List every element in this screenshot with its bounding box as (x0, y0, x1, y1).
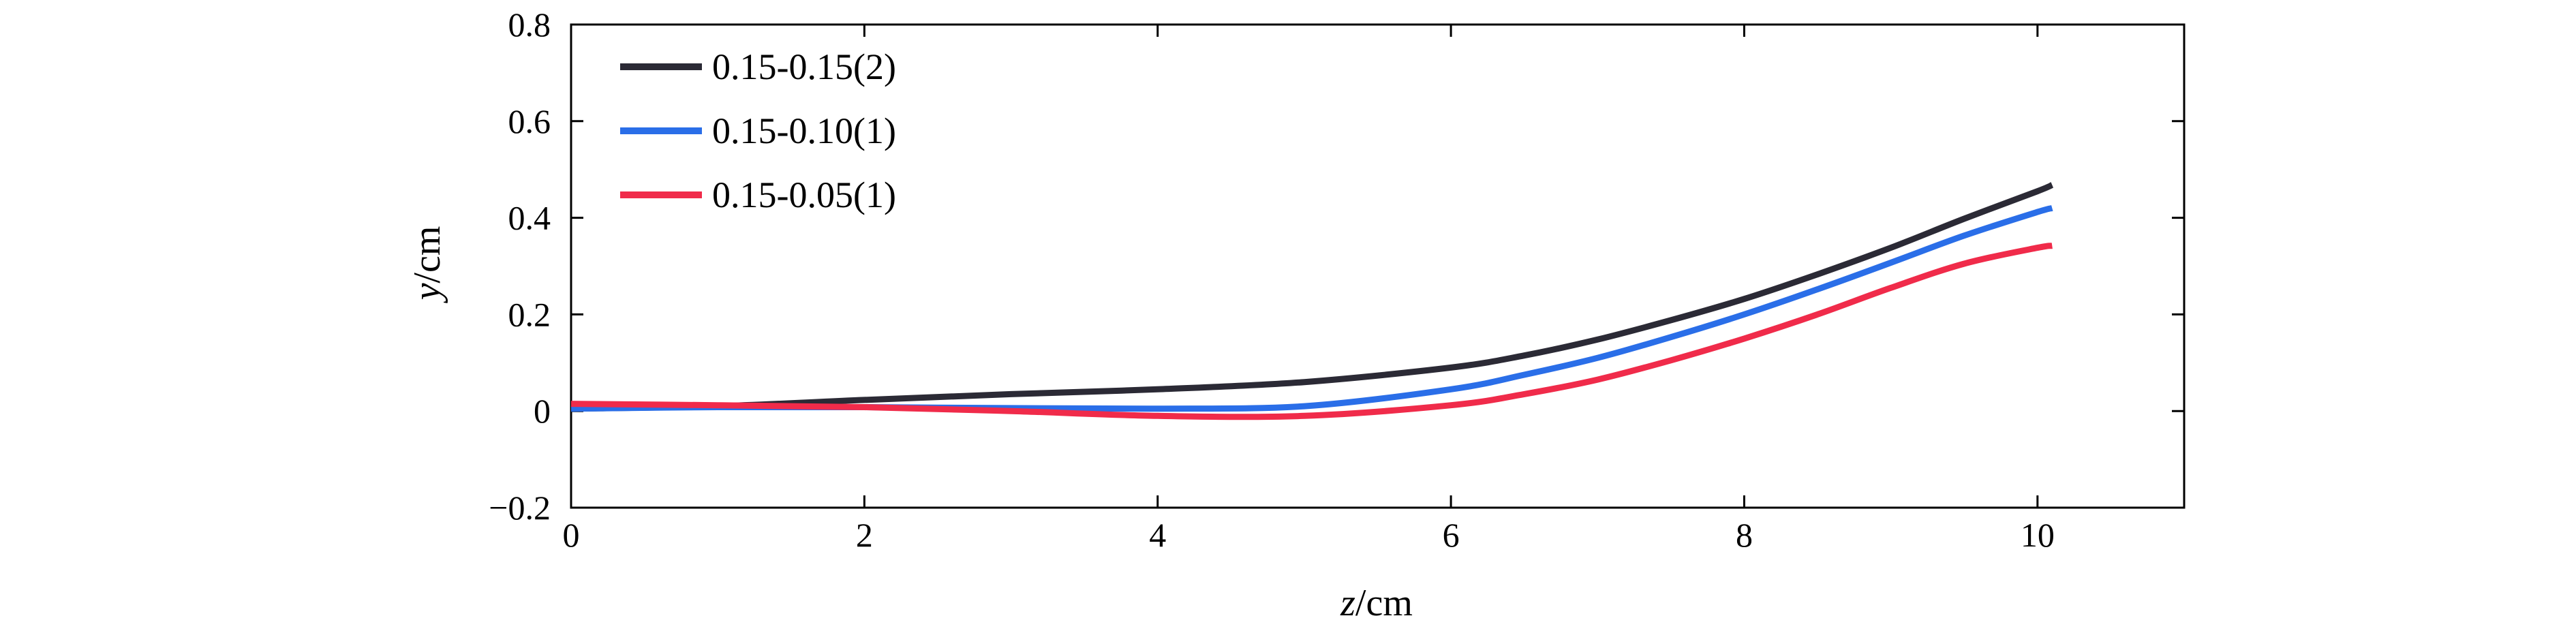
x-tick-label: 4 (1149, 516, 1166, 554)
x-tick-label: 2 (856, 516, 873, 554)
legend-label-2: 0.15-0.10(1) (712, 110, 896, 151)
x-tick-label: 0 (563, 516, 580, 554)
y-tick-label: 0.2 (508, 295, 551, 333)
y-tick-label: 0.4 (508, 199, 551, 237)
series-line-3 (570, 243, 2053, 420)
x-tick-label: 8 (1736, 516, 1753, 554)
y-tick-label: −0.2 (489, 489, 551, 527)
x-tick-label: 10 (2021, 516, 2055, 554)
y-axis-label: y/cm (406, 226, 448, 304)
legend-label-1: 0.15-0.15(2) (712, 46, 896, 87)
y-tick-label: 0.6 (508, 102, 551, 140)
series-line-1 (570, 182, 2054, 412)
x-tick-label: 6 (1443, 516, 1460, 554)
y-tick-label: 0.8 (508, 5, 551, 44)
x-axis-label: z/cm (1340, 582, 1413, 624)
legend-label-3: 0.15-0.05(1) (712, 174, 896, 215)
y-tick-label: 0 (534, 392, 551, 430)
series-layer (570, 182, 2054, 420)
axes: 0 2 4 6 8 10 −0.2 0 0.2 0.4 0.6 0.8 (489, 5, 2186, 554)
legend: 0.15-0.15(2) 0.15-0.10(1) 0.15-0.05(1) (620, 46, 896, 215)
plot-frame (570, 23, 2186, 509)
